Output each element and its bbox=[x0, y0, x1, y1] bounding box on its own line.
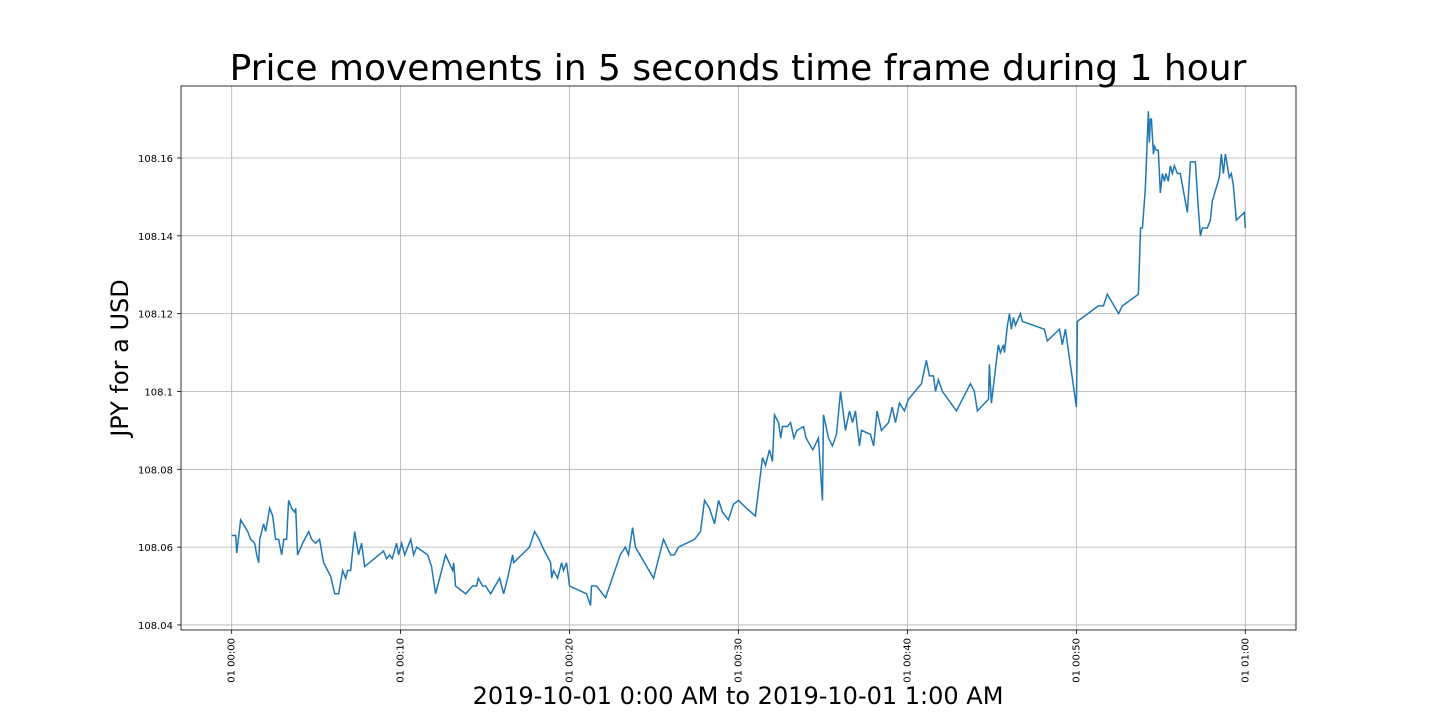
x-axis-label: 2019-10-01 0:00 AM to 2019-10-01 1:00 AM bbox=[473, 682, 1004, 710]
y-tick-label: 108.08 bbox=[138, 465, 173, 476]
x-tick-label: 01 00:50 bbox=[1071, 638, 1082, 683]
x-tick-label: 01 00:00 bbox=[227, 638, 238, 683]
chart-title: Price movements in 5 seconds time frame … bbox=[230, 48, 1247, 89]
x-tick-label: 01 00:40 bbox=[902, 638, 913, 683]
y-tick-label: 108.14 bbox=[138, 232, 173, 243]
x-tick-label: 01 00:30 bbox=[734, 638, 745, 683]
x-tick-label: 01 00:10 bbox=[396, 638, 407, 683]
y-tick-label: 108.16 bbox=[138, 154, 173, 165]
x-tick-label: 01 01:00 bbox=[1240, 638, 1251, 683]
y-axis-label: JPY for a USD bbox=[106, 279, 134, 439]
y-tick-label: 108.1 bbox=[144, 387, 173, 398]
price-line bbox=[231, 111, 1247, 606]
y-tick-label: 108.06 bbox=[138, 543, 173, 554]
y-tick-label: 108.12 bbox=[138, 310, 173, 321]
y-tick-label: 108.04 bbox=[138, 621, 173, 632]
x-tick-label: 01 00:20 bbox=[565, 638, 576, 683]
plot-frame bbox=[180, 85, 1297, 631]
